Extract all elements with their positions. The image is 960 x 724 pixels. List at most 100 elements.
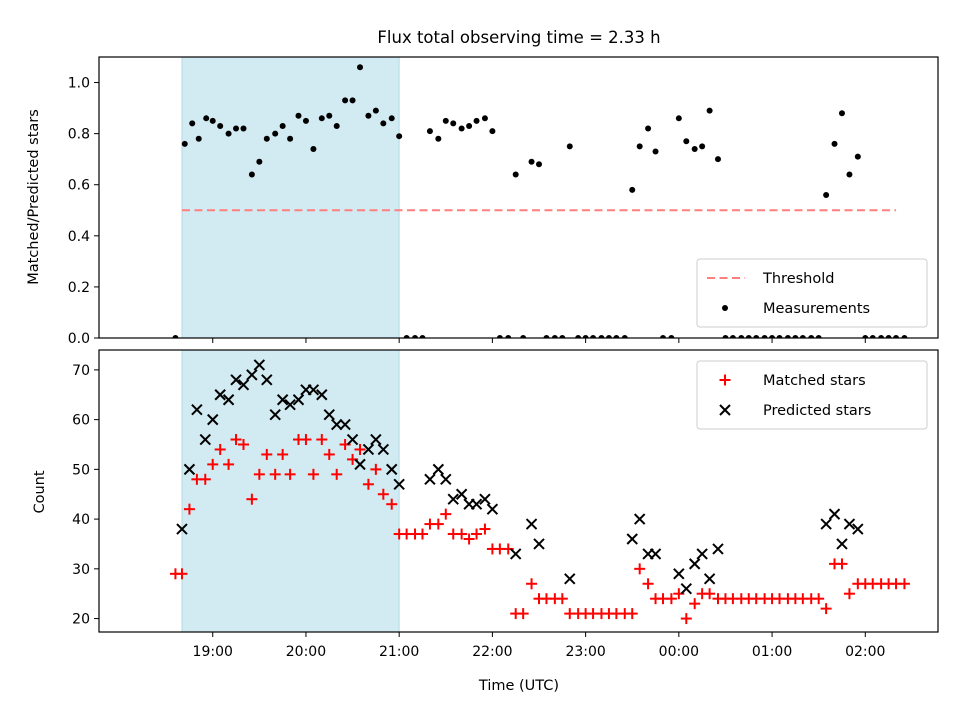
matched-star-point [626,608,638,620]
predicted-star-point [183,463,196,476]
predicted-star-point [354,458,366,471]
measurement-point [753,335,760,338]
observing-window-shade [181,56,400,339]
matched-star-point [307,468,319,480]
top-panel-ratio: 0.0 0.2 0.4 0.6 0.8 1.0 Threshold Measurements [68,56,939,347]
measurement-point [551,335,558,338]
predicted-star-point [237,379,250,391]
x-stroke-b [440,473,452,486]
measurement-point [691,145,698,152]
measurement-point [613,335,620,338]
x-stroke-b [447,493,459,505]
predicted-star-point [284,399,296,411]
x-stroke-b [339,418,351,431]
measurement-point [287,135,294,142]
y-tick-label: 0.0 [68,331,90,347]
legend-label: Matched stars [763,373,866,389]
y-tick-label: 0.6 [68,178,90,194]
measurement-point [512,171,519,178]
y-tick-label: 20 [72,612,90,628]
predicted-star-point [261,374,273,386]
observing-window-shade [181,349,400,633]
measurement-point [233,125,240,132]
measurement-point [738,335,745,338]
predicted-star-point [680,583,693,595]
measurement-point [181,140,188,147]
predicted-star-point [377,443,390,456]
measurement-point [372,107,379,114]
x-stroke-b [688,558,701,570]
predicted-star-point [222,394,235,406]
matched-star-point [836,558,848,570]
x-stroke-b [230,374,242,386]
legend-matched-swatch [719,374,731,386]
x-stroke-b [370,433,382,446]
matched-star-point [214,443,226,455]
legend-label: Measurements [763,301,870,317]
axes-frame [98,56,939,339]
matched-star-point [456,528,468,540]
measurement-point [776,335,783,338]
x-stroke-b [207,413,219,426]
x-stroke-b [820,518,832,530]
predicted-star-point [214,389,226,401]
predicted-star-point [370,433,382,446]
matched-star-point [284,468,296,480]
x-stroke-b [222,394,235,406]
measurement-point [862,335,869,338]
data-layer [169,359,910,625]
x-stroke-b [362,443,375,456]
legend: Threshold Measurements [696,258,928,328]
x-stroke-b [246,369,258,381]
predicted-star-point [393,478,405,490]
x-stroke-b [176,523,188,535]
legend: Matched stars Predicted stars [696,360,928,430]
measurement-point [203,115,210,122]
measurement-point [365,112,372,119]
measurement-point [318,115,325,122]
x-stroke-b [673,568,685,580]
x-stroke-b [424,473,436,486]
measurement-point [450,120,457,127]
matched-star-point [820,603,832,615]
measurement-point [240,125,247,132]
measurement-point [636,143,643,150]
predicted-star-point [525,518,538,530]
predicted-star-point [836,538,848,550]
x-stroke-b [703,573,716,585]
bottom-ylabel: Count [32,470,48,513]
measurement-point [645,125,652,132]
measurement-point [769,335,776,338]
x-tick-label: 01:00 [752,644,792,660]
measurement-point [575,335,582,338]
measurement-point [745,335,752,338]
measurement-point [629,186,636,193]
data-layer [172,64,908,338]
measurement-point [209,117,216,124]
predicted-star-point [455,488,468,500]
measurement-point [893,335,900,338]
measurement-point [605,335,612,338]
matched-star-point [377,488,389,500]
measurement-point [435,135,442,142]
matched-star-point [440,508,452,520]
legend-label: Predicted stars [763,403,871,419]
matched-star-point [526,578,538,590]
measurement-point [458,125,465,132]
predicted-star-point [191,403,203,416]
measurement-point [722,335,729,338]
matched-star-point [230,434,242,446]
matched-star-point [680,613,692,625]
matched-star-point [354,443,366,455]
y-tick-label: 0.2 [68,280,90,296]
measurement-point [380,120,387,127]
matched-star-point [207,458,219,470]
matched-star-point [432,518,444,530]
measurement-point [466,122,473,129]
x-stroke-b [331,418,343,431]
legend-predicted-swatch [719,404,731,416]
predicted-star-point [696,548,708,560]
measurement-point [652,148,659,155]
matched-star-point [479,523,491,535]
x-stroke-b [276,394,289,406]
